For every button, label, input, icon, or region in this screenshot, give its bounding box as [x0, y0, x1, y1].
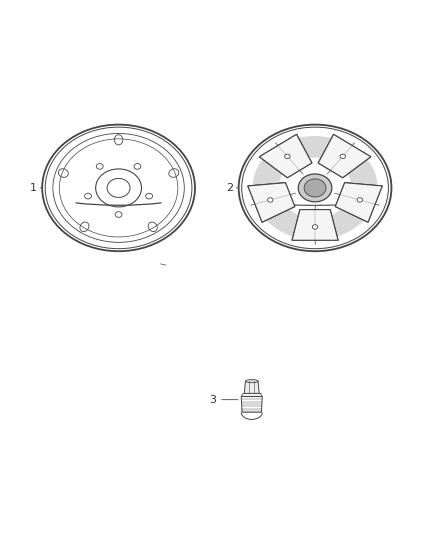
Polygon shape	[319, 200, 364, 237]
Ellipse shape	[357, 198, 363, 202]
Polygon shape	[318, 134, 371, 177]
Polygon shape	[241, 397, 262, 412]
Polygon shape	[259, 134, 312, 177]
Ellipse shape	[340, 154, 346, 159]
Ellipse shape	[268, 198, 273, 202]
Ellipse shape	[312, 225, 318, 229]
Ellipse shape	[245, 379, 258, 383]
Polygon shape	[248, 183, 295, 222]
Polygon shape	[340, 159, 378, 195]
Polygon shape	[292, 209, 338, 240]
Polygon shape	[318, 134, 371, 177]
Polygon shape	[292, 209, 338, 240]
Ellipse shape	[298, 174, 332, 202]
Polygon shape	[259, 134, 312, 177]
Ellipse shape	[239, 125, 392, 251]
Ellipse shape	[285, 154, 290, 159]
Ellipse shape	[304, 179, 326, 197]
Ellipse shape	[242, 127, 389, 249]
Text: 2: 2	[226, 183, 233, 193]
Polygon shape	[248, 183, 295, 222]
Polygon shape	[244, 381, 259, 393]
Polygon shape	[252, 159, 290, 195]
Polygon shape	[266, 200, 311, 237]
Polygon shape	[241, 393, 262, 397]
Polygon shape	[297, 136, 334, 161]
Polygon shape	[336, 183, 382, 222]
Text: 3: 3	[209, 394, 216, 405]
Text: 1: 1	[30, 183, 37, 193]
Polygon shape	[336, 183, 382, 222]
